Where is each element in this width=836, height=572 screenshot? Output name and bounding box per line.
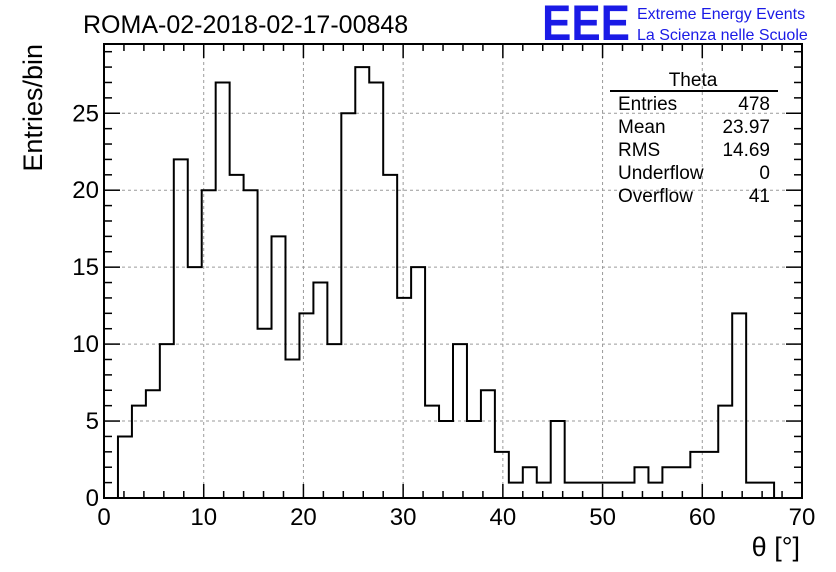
x-tick-label: 30	[390, 504, 417, 531]
stats-value-entries: 478	[738, 94, 770, 115]
y-tick-label: 5	[86, 408, 99, 435]
stats-label-mean: Mean	[618, 117, 666, 138]
y-axis-label: Entries/bin	[18, 44, 48, 172]
y-tick-label: 25	[72, 100, 99, 127]
stats-value-mean: 23.97	[722, 117, 770, 138]
logo-line-2: La Scienza nelle Scuole	[637, 27, 808, 44]
stats-title: Theta	[669, 70, 718, 91]
y-tick-label: 10	[72, 331, 99, 358]
stats-value-overflow: 41	[749, 186, 770, 207]
plot-frame	[103, 43, 803, 499]
x-tick-labels: 0 10 20 30 40 50 60 70	[97, 504, 815, 531]
x-tick-label: 10	[190, 504, 217, 531]
stats-label-overflow: Overflow	[618, 186, 693, 207]
x-tick-label: 50	[589, 504, 616, 531]
stats-label-entries: Entries	[618, 94, 677, 115]
y-tick-label: 0	[86, 485, 99, 512]
y-tick-labels: 0 5 10 15 20 25	[72, 100, 99, 512]
chart-title: ROMA-02-2018-02-17-00848	[83, 11, 408, 39]
x-tick-label: 70	[789, 504, 816, 531]
y-tick-label: 20	[72, 177, 99, 204]
eee-logo: EEE Extreme Energy Events La Scienza nel…	[542, 0, 808, 51]
stats-label-rms: RMS	[618, 140, 660, 161]
axis-ticks	[103, 44, 803, 499]
x-axis-label: θ [°]	[752, 532, 800, 562]
x-tick-label: 0	[97, 504, 110, 531]
stats-value-rms: 14.69	[722, 140, 770, 161]
stats-value-underflow: 0	[759, 163, 770, 184]
histogram-outline	[116, 66, 776, 498]
stats-label-underflow: Underflow	[618, 163, 704, 184]
logo-line-1: Extreme Energy Events	[637, 6, 805, 23]
stats-box: Theta Entries 478 Mean 23.97 RMS 14.69 U…	[610, 70, 778, 207]
x-tick-label: 40	[490, 504, 517, 531]
x-tick-label: 20	[290, 504, 317, 531]
y-tick-label: 15	[72, 254, 99, 281]
x-tick-label: 60	[689, 504, 716, 531]
eee-logo-mark: EEE	[542, 0, 630, 51]
